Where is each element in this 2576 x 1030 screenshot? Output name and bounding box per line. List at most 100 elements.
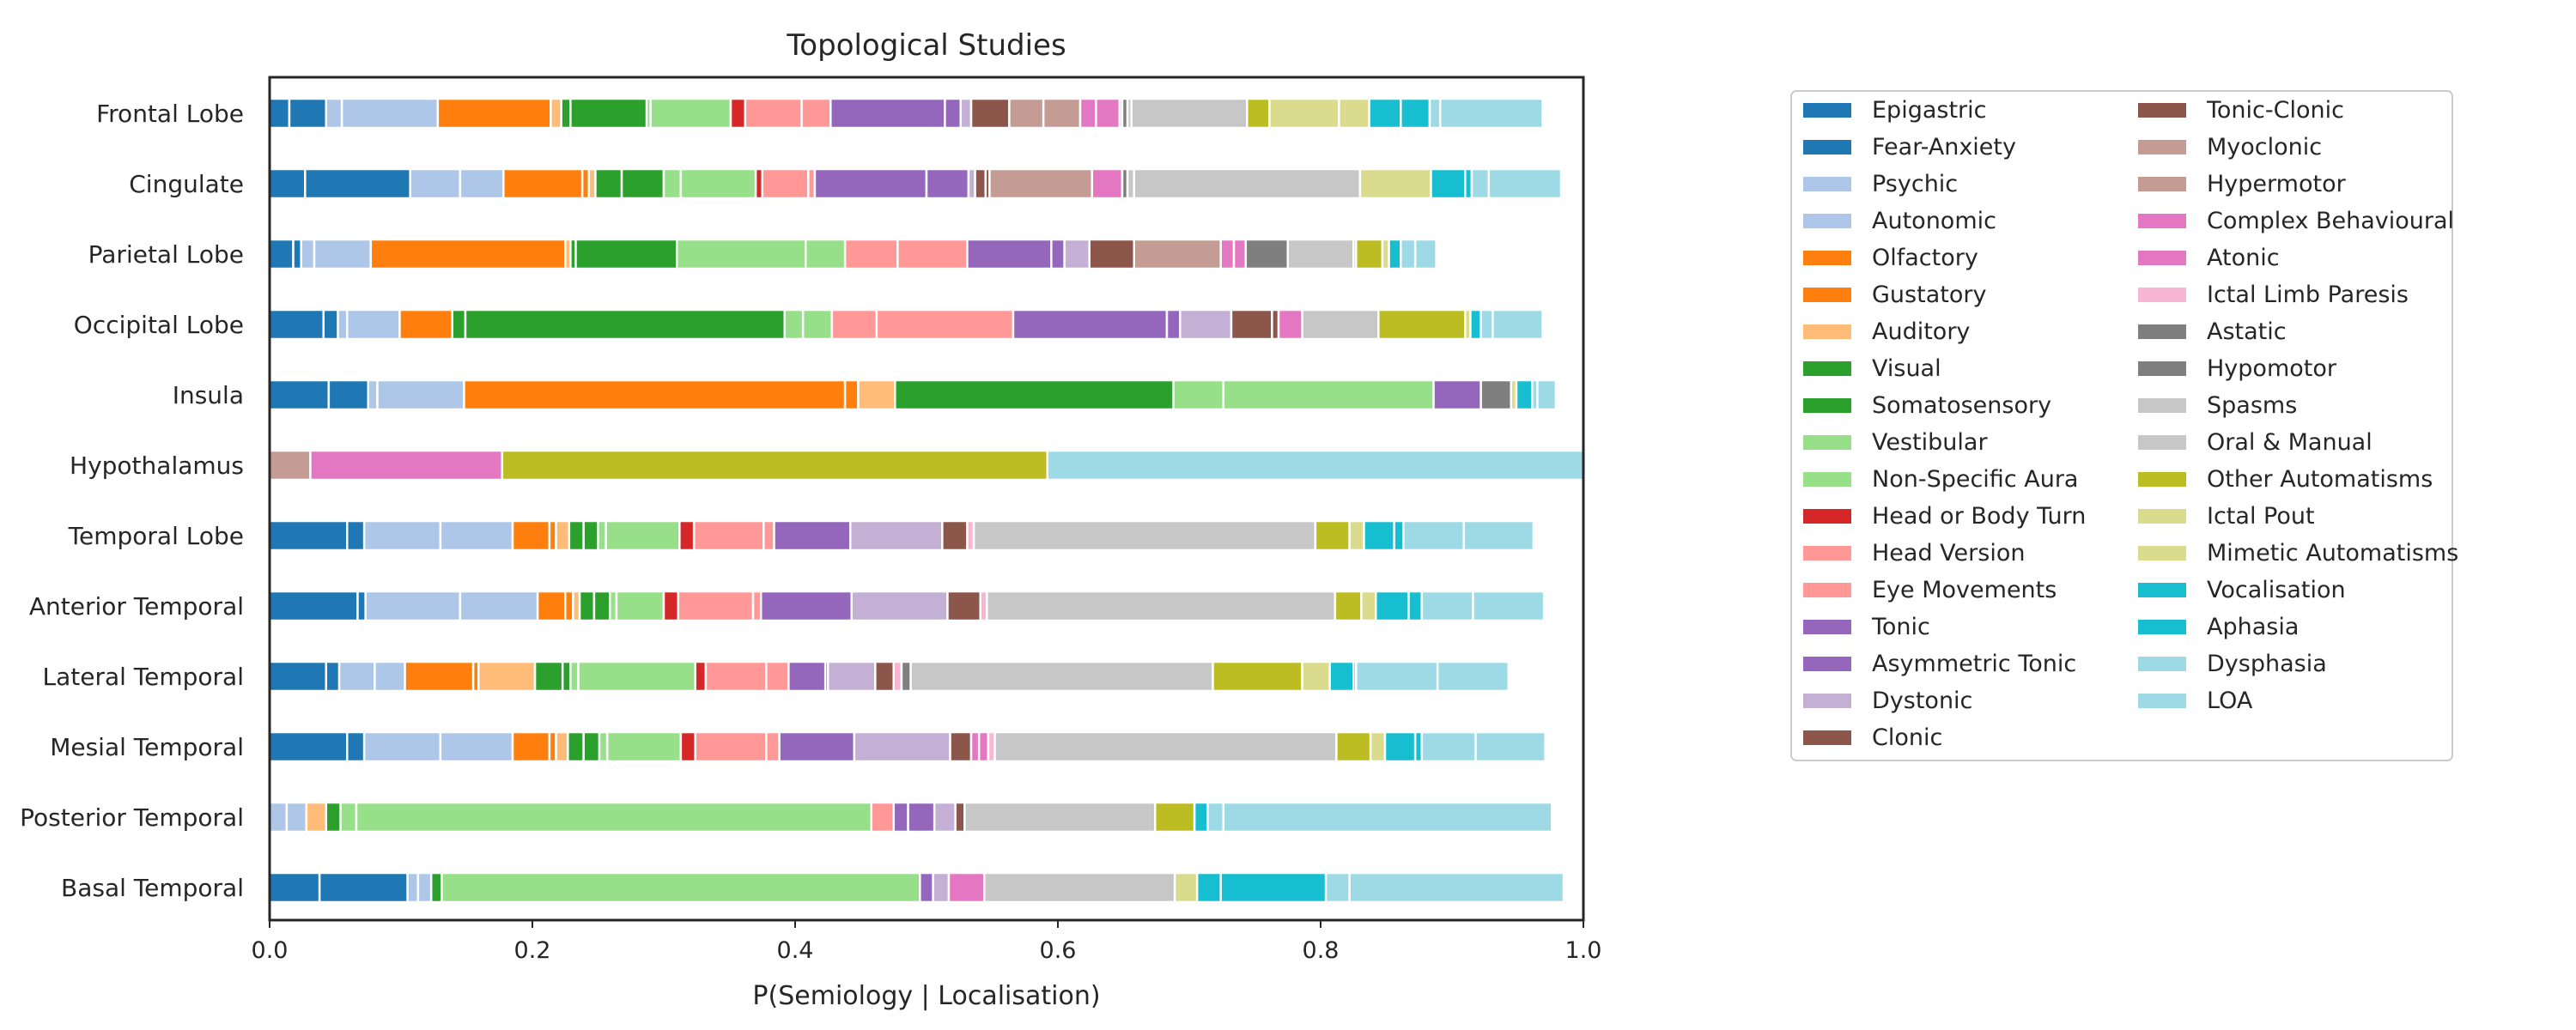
bar-segment <box>569 97 648 130</box>
bar-segment <box>325 660 341 693</box>
bar-segment <box>662 167 683 200</box>
bar-segment <box>827 660 877 693</box>
bar-segment <box>1492 308 1544 341</box>
bar-segment <box>464 308 787 341</box>
legend-swatch <box>2138 694 2186 708</box>
bar-segment <box>765 660 790 693</box>
legend-label: Psychic <box>1872 171 1958 197</box>
bar-segment <box>398 308 453 341</box>
bar-segment <box>1195 871 1222 904</box>
bar-segment <box>1219 871 1327 904</box>
bar-segment <box>578 590 596 622</box>
bar-segment <box>704 660 768 693</box>
bar-segment <box>1402 519 1466 552</box>
bar-segment <box>1487 167 1563 200</box>
bar-segment <box>773 519 852 552</box>
bar-segment <box>830 308 878 341</box>
bar-segment <box>1515 379 1534 411</box>
x-axis-label: P(Semiology | Localisation) <box>752 981 1100 1011</box>
bar-segment <box>1355 238 1384 270</box>
bar-segment <box>1369 730 1387 763</box>
bar-segment <box>325 801 342 833</box>
bar-segment <box>729 97 747 130</box>
bar-segment <box>678 519 696 552</box>
bar-segment <box>268 730 349 763</box>
bar-segment <box>744 97 803 130</box>
bar-segment <box>268 449 312 482</box>
bar-segment <box>857 379 896 411</box>
bar-segment <box>1328 660 1355 693</box>
legend-swatch <box>1803 251 1851 265</box>
bar-segment <box>1413 238 1437 270</box>
bar-segment <box>337 660 376 693</box>
bar-segment <box>439 730 514 763</box>
legend-label: Tonic <box>1871 614 1930 640</box>
legend-label: Vocalisation <box>2207 577 2346 603</box>
bar-segment <box>1286 238 1355 270</box>
bar-segment <box>1479 308 1494 341</box>
bar-segment <box>569 660 580 693</box>
legend-swatch <box>1803 288 1851 302</box>
bar-segment <box>268 660 328 693</box>
bar-segment <box>988 167 1094 200</box>
bar-segment <box>875 308 1015 341</box>
bar-segment <box>969 97 1011 130</box>
bar-segment <box>582 730 601 763</box>
bar-segment <box>1355 660 1439 693</box>
legend-label: Mimetic Automatisms <box>2207 540 2458 566</box>
bar-segment <box>582 519 599 552</box>
legend-swatch <box>2138 398 2186 413</box>
legend-label: Vestibular <box>1872 429 1988 456</box>
bar-segment <box>804 238 847 270</box>
legend-swatch <box>1803 509 1851 524</box>
legend-swatch <box>1803 730 1851 745</box>
bar-segment <box>751 590 762 622</box>
legend-label: Dysphasia <box>2207 651 2327 677</box>
legend-label: Aphasia <box>2207 614 2299 640</box>
bar-segment <box>1133 167 1362 200</box>
bar-segment <box>1400 97 1431 130</box>
legend-label: Auditory <box>1872 318 1970 345</box>
bar-segment <box>416 871 433 904</box>
bar-segment <box>986 590 1337 622</box>
legend-label: Head or Body Turn <box>1872 503 2086 530</box>
legend-swatch <box>2138 546 2186 560</box>
bar-segment <box>993 730 1338 763</box>
legend-label: Asymmetric Tonic <box>1872 651 2076 677</box>
bar-segment <box>1338 97 1370 130</box>
bar-segment <box>1212 660 1303 693</box>
x-tick-label: 1.0 <box>1565 937 1602 964</box>
bar-segment <box>620 167 665 200</box>
bar-segment <box>1432 379 1482 411</box>
category-label: Cingulate <box>129 170 244 198</box>
bar-segment <box>1358 167 1432 200</box>
bar-segment <box>1078 97 1097 130</box>
bar-segment <box>459 590 539 622</box>
bar-segment <box>1436 660 1510 693</box>
bar-segment <box>564 590 574 622</box>
bar-segment <box>783 308 805 341</box>
category-label: Basal Temporal <box>61 874 244 902</box>
bar-segment <box>355 801 872 833</box>
bar-segment <box>346 519 366 552</box>
legend-label: LOA <box>2207 688 2253 714</box>
legend-swatch <box>2138 509 2186 524</box>
bar-segment <box>561 660 572 693</box>
bar-segment <box>1206 801 1225 833</box>
bar-segment <box>309 449 504 482</box>
bar-segment <box>1400 238 1417 270</box>
bar-segment <box>1462 519 1535 552</box>
bar-segment <box>369 238 567 270</box>
bar-segment <box>843 238 899 270</box>
legend-swatch <box>1803 472 1851 487</box>
bar-segment <box>356 590 367 622</box>
bar-segment <box>829 97 946 130</box>
bar-segment <box>1063 238 1091 270</box>
bar-segment <box>1268 97 1340 130</box>
bar-segment <box>874 660 896 693</box>
bar-segment <box>268 801 289 833</box>
bar-segment <box>1363 519 1395 552</box>
bar-segment <box>679 730 696 763</box>
legend: Epigastric Fear-Anxiety Psychic Autonomic Ol… <box>1790 90 2458 761</box>
